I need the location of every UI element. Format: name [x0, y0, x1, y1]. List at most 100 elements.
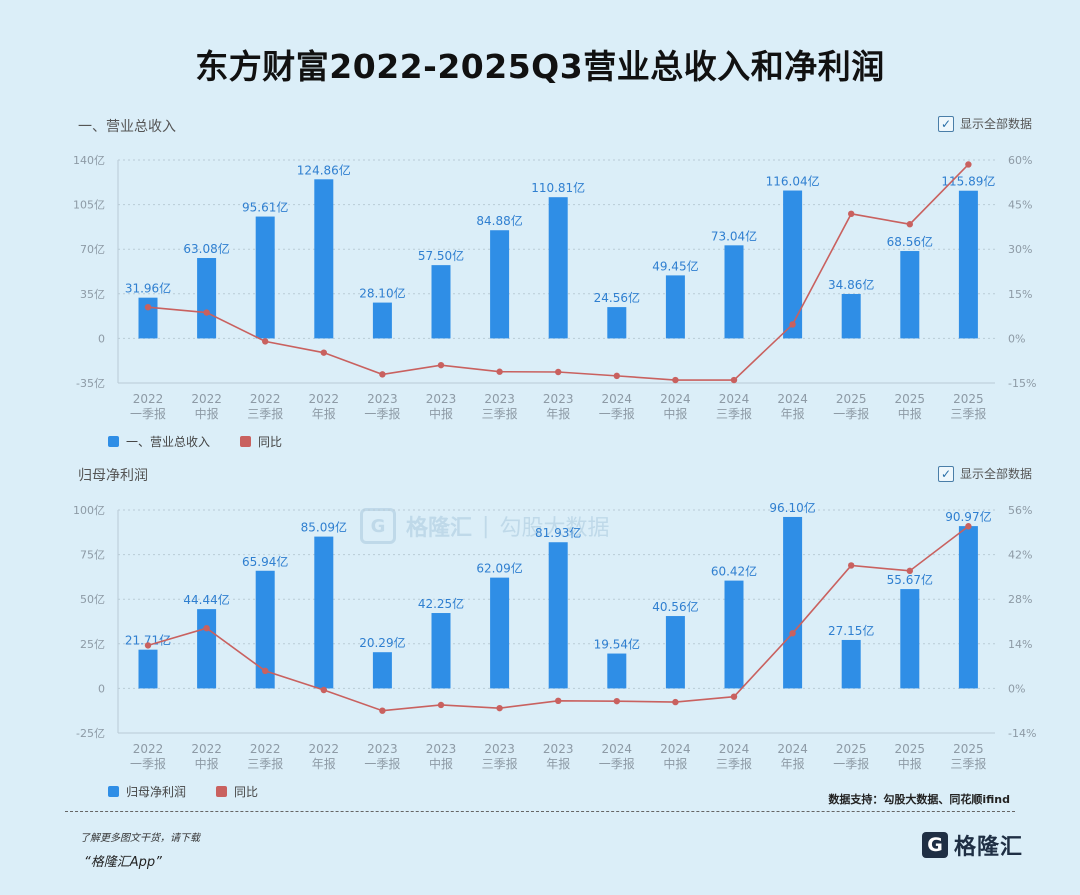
bar [255, 570, 275, 689]
right-tick-label: 15% [1008, 288, 1032, 301]
bar [724, 580, 744, 689]
bar-value-label: 62.09亿 [476, 561, 522, 576]
yoy-point [262, 338, 269, 345]
x-tick-period: 年报 [781, 756, 805, 771]
watermark-divider: | [482, 513, 490, 539]
x-tick-year: 2025 [953, 392, 984, 406]
yoy-point [262, 667, 269, 675]
data-source: 数据支持：勾股大数据、同花顺ifind [828, 793, 1010, 806]
legend-label-yoy: 同比 [258, 435, 283, 449]
yoy-point [203, 624, 210, 632]
chart2-show-all-toggle[interactable]: ✓ 显示全部数据 [937, 465, 1032, 482]
chart1-show-all-toggle[interactable]: ✓ 显示全部数据 [937, 115, 1032, 132]
bar-value-label: 85.09亿 [301, 520, 347, 535]
x-tick-year: 2024 [719, 742, 750, 756]
legend-label-net-profit: 归母净利润 [126, 785, 187, 799]
legend-swatch-bar [108, 436, 119, 447]
x-tick-year: 2025 [836, 742, 867, 756]
checkbox-icon[interactable]: ✓ [937, 465, 954, 482]
bar-value-label: 60.42亿 [711, 564, 757, 579]
right-tick-label: 0% [1008, 682, 1025, 695]
bar-value-label: 68.56亿 [887, 234, 933, 249]
legend-swatch-line [240, 436, 252, 447]
legend-item-yoy[interactable]: 同比 [216, 783, 258, 800]
bar [841, 293, 861, 339]
x-tick-year: 2025 [895, 742, 926, 756]
promo-text: 了解更多图文干货，请下载 [80, 833, 200, 844]
yoy-point [672, 698, 679, 706]
x-tick-year: 2025 [836, 392, 867, 406]
bar-value-label: 84.88亿 [476, 213, 522, 228]
x-tick-year: 2025 [895, 392, 926, 406]
bar-value-label: 40.56亿 [652, 599, 698, 614]
net-profit-chart: 100亿 75亿 50亿 25亿 0 -25亿 56% 42% 28% 14% 0% -14% 21.7… [73, 500, 1036, 771]
bar-value-label: 73.04亿 [711, 228, 757, 243]
x-tick-period: 年报 [546, 756, 570, 771]
yoy-point [379, 371, 386, 378]
chart1-section-label: 一、营业总收入 [78, 119, 176, 135]
legend-label-yoy: 同比 [234, 785, 259, 799]
checkbox-icon[interactable]: ✓ [937, 115, 954, 132]
bar [665, 616, 685, 689]
bar [314, 536, 334, 689]
right-tick-label: 30% [1008, 243, 1032, 256]
x-tick-year: 2023 [426, 392, 457, 406]
x-tick-period: 一季报 [833, 406, 869, 421]
yoy-point [320, 349, 327, 356]
logo-icon: G [922, 832, 948, 858]
promo-app-name: “格隆汇App” [84, 855, 162, 870]
bar [197, 609, 217, 689]
x-tick-period: 三季报 [247, 756, 283, 771]
yoy-point [848, 210, 855, 218]
right-tick-label: 28% [1008, 593, 1032, 606]
left-tick-label: 75亿 [80, 549, 105, 562]
bar-value-label: 27.15亿 [828, 623, 874, 638]
bar [783, 516, 803, 689]
brand-logo[interactable]: G 格隆汇 [922, 829, 1023, 861]
x-tick-period: 年报 [781, 406, 805, 421]
bar-value-label: 95.61亿 [242, 200, 288, 215]
x-tick-year: 2024 [777, 392, 808, 406]
left-tick-label: 50亿 [80, 593, 105, 606]
x-tick-period: 年报 [312, 756, 336, 771]
yoy-point [613, 372, 620, 380]
yoy-point [437, 701, 445, 709]
yoy-point [437, 361, 445, 369]
x-tick-period: 三季报 [950, 406, 986, 421]
legend-item-net-profit[interactable]: 归母净利润 [108, 783, 186, 800]
left-tick-label: 140亿 [73, 154, 105, 167]
watermark: G 格隆汇 | 勾股大数据 [360, 508, 609, 544]
bar [314, 179, 334, 339]
left-tick-label: 0 [98, 332, 105, 345]
yoy-point [906, 221, 913, 228]
left-tick-label: 0 [98, 682, 105, 695]
bar [607, 653, 627, 689]
bar [490, 230, 510, 339]
chart2-section-label: 归母净利润 [78, 468, 148, 484]
bar-value-label: 57.50亿 [418, 248, 464, 263]
bar-value-label: 90.97亿 [945, 509, 991, 524]
x-tick-year: 2024 [719, 392, 750, 406]
x-tick-year: 2023 [426, 742, 457, 756]
x-tick-period: 中报 [663, 406, 687, 421]
left-tick-label: 25亿 [80, 638, 105, 651]
bar [665, 275, 685, 339]
bar-value-label: 44.44亿 [183, 592, 229, 607]
legend-item-yoy[interactable]: 同比 [240, 433, 282, 450]
legend-swatch-line [216, 786, 228, 797]
yoy-point [730, 693, 738, 700]
watermark-sub: 勾股大数据 [499, 516, 610, 541]
legend-item-revenue[interactable]: 一、营业总收入 [108, 433, 210, 450]
x-tick-period: 一季报 [130, 406, 166, 421]
logo-text: 格隆汇 [954, 835, 1024, 860]
bar-value-label: 63.08亿 [183, 241, 229, 256]
bar [724, 245, 744, 339]
bar-value-label: 65.94亿 [242, 554, 288, 569]
bar-value-label: 31.96亿 [125, 281, 171, 296]
bar [372, 302, 392, 339]
yoy-point [965, 523, 972, 530]
chart2-toggle-label: 显示全部数据 [959, 467, 1032, 481]
legend-label-revenue: 一、营业总收入 [126, 435, 211, 449]
x-tick-period: 中报 [663, 756, 687, 771]
chart2-legend: 归母净利润 同比 [108, 783, 280, 800]
